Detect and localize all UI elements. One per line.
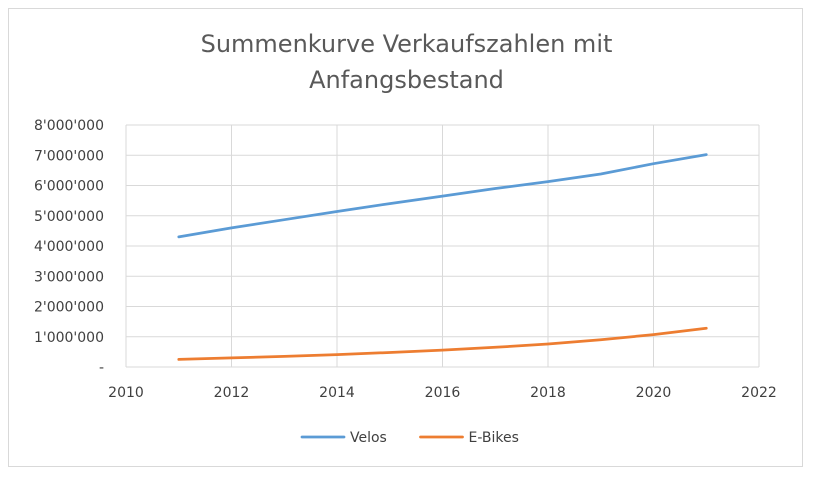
legend-label-velos: Velos (350, 430, 387, 446)
y-tick-label: 4'000'000 (34, 239, 104, 255)
chart-title-line-1: Summenkurve Verkaufszahlen mit (200, 30, 613, 58)
x-tick-label: 2018 (530, 385, 566, 401)
axes: - 1'000'000 2'000'000 3'000'000 4'000'000 5'0… (34, 118, 777, 401)
y-tick-label: 2'000'000 (34, 300, 104, 316)
x-tick-label: 2012 (214, 385, 250, 401)
chart-title: Summenkurve Verkaufszahlen mit Anfangsbe… (0, 26, 813, 98)
series-line-velos (177, 153, 708, 239)
y-tick-label: 5'000'000 (34, 209, 104, 225)
y-tick-label: 3'000'000 (34, 269, 104, 285)
x-tick-label: 2020 (636, 385, 672, 401)
x-tick-label: 2022 (741, 385, 777, 401)
x-tick-label: 2010 (108, 385, 144, 401)
series-lines (177, 153, 708, 361)
y-tick-label: 6'000'000 (34, 179, 104, 195)
x-tick-label: 2014 (319, 385, 355, 401)
chart-title-line-2: Anfangsbestand (309, 66, 504, 94)
y-tick-label: 1'000'000 (34, 330, 104, 346)
legend: Velos E-Bikes (300, 430, 519, 446)
x-tick-label: 2016 (425, 385, 461, 401)
y-tick-label: 7'000'000 (34, 148, 104, 164)
series-line-e-bikes (177, 326, 708, 361)
y-tick-label: 8'000'000 (34, 118, 104, 134)
y-tick-label: - (99, 360, 104, 376)
grid (125, 124, 760, 368)
legend-label-e-bikes: E-Bikes (469, 430, 519, 446)
chart-frame (8, 8, 803, 467)
